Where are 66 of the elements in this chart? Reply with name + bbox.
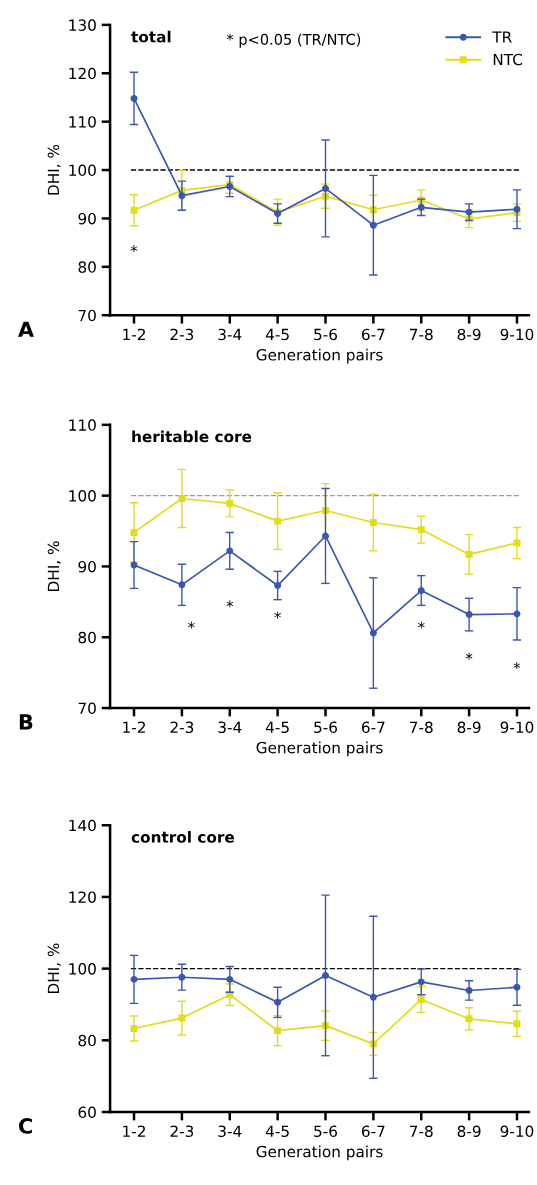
- chart-title: total: [131, 30, 171, 43]
- x-tick-label: 5-6: [314, 721, 338, 734]
- legend-label: TR: [492, 31, 512, 43]
- text: C: [18, 1118, 32, 1134]
- x-tick-label: 3-4: [218, 328, 242, 341]
- x-tick-label: 2-3: [170, 328, 194, 341]
- y-tick-label: 120: [69, 67, 96, 80]
- y-tick-label: 110: [69, 116, 96, 128]
- x-tick-label: 4-5: [265, 1125, 289, 1138]
- x-tick-label: 1-2: [123, 721, 145, 733]
- x-tick-label: 3-4: [218, 721, 242, 734]
- x-tick-label: 7-8: [410, 1125, 433, 1138]
- x-tick-label: 4-5: [265, 721, 289, 734]
- x-tick-label: 2-3: [170, 721, 194, 734]
- y-tick-label: 80: [78, 261, 96, 273]
- x-tick-label: 5-6: [314, 1125, 338, 1138]
- annotation: *: [417, 621, 425, 629]
- x-tick-label: 9-10: [500, 721, 534, 734]
- x-axis-title: Generation pairs: [256, 741, 383, 757]
- annotation: * p<0.05 (TR/NTC): [226, 33, 361, 48]
- text: B: [19, 714, 33, 730]
- y-axis-title: DHI, %: [47, 943, 61, 994]
- y-tick-label: 60: [78, 1106, 96, 1119]
- x-tick-label: 7-8: [410, 721, 433, 734]
- y-tick-label: 80: [78, 631, 96, 644]
- y-tick-label: 120: [69, 891, 96, 903]
- y-tick-label: 110: [69, 419, 96, 431]
- y-tick-label: 130: [69, 19, 96, 31]
- chart-title: heritable core: [132, 430, 252, 443]
- x-tick-label: 8-9: [457, 1125, 481, 1138]
- y-axis-title: DHI, %: [47, 541, 61, 591]
- annotation: *: [226, 600, 234, 608]
- annotation: *: [274, 611, 281, 619]
- y-tick-label: 70: [78, 702, 96, 715]
- y-tick-label: 90: [78, 212, 96, 225]
- x-tick-label: 5-6: [314, 328, 338, 341]
- y-axis-title: DHI, %: [47, 144, 61, 195]
- annotation: *: [465, 652, 473, 660]
- y-tick-label: 90: [78, 560, 96, 573]
- x-tick-label: 1-2: [123, 1125, 145, 1137]
- text: A: [18, 321, 34, 337]
- x-tick-label: 6-7: [361, 328, 385, 341]
- y-tick-label: 100: [69, 164, 96, 177]
- x-tick-label: 9-10: [500, 1125, 534, 1138]
- y-tick-label: 80: [78, 1034, 96, 1047]
- x-tick-label: 4-5: [265, 328, 289, 341]
- x-tick-label: 3-4: [218, 1125, 242, 1138]
- x-axis-title: Generation pairs: [256, 348, 383, 364]
- x-tick-label: 2-3: [170, 1125, 194, 1138]
- x-axis-title: Generation pairs: [256, 1145, 383, 1161]
- annotation: *: [130, 245, 138, 253]
- annotation: *: [513, 662, 521, 670]
- y-tick-label: 70: [78, 309, 96, 322]
- y-tick-label: 140: [69, 819, 96, 832]
- x-tick-label: 7-8: [410, 328, 433, 341]
- legend-label: NTC: [493, 53, 523, 66]
- x-tick-label: 6-7: [361, 1125, 385, 1138]
- x-tick-label: 8-9: [457, 721, 481, 734]
- y-tick-label: 100: [69, 963, 96, 975]
- x-tick-label: 9-10: [500, 328, 534, 341]
- x-tick-label: 6-7: [361, 721, 385, 734]
- chart-title: control core: [131, 830, 235, 843]
- x-tick-label: 1-2: [123, 328, 145, 341]
- x-tick-label: 8-9: [457, 328, 481, 341]
- annotation: *: [187, 621, 195, 629]
- y-tick-label: 100: [69, 490, 96, 502]
